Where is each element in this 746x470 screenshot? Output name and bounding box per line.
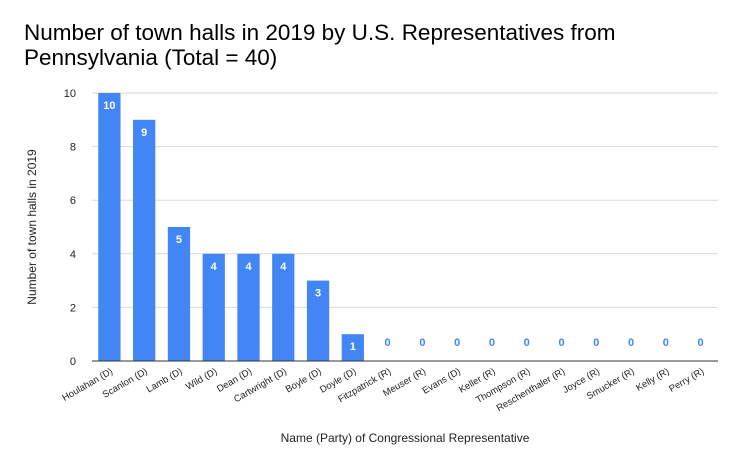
data-label: 0 bbox=[385, 337, 391, 349]
data-label: 0 bbox=[663, 337, 669, 349]
bar bbox=[306, 280, 330, 361]
data-label: 0 bbox=[593, 337, 599, 349]
y-tick-label: 4 bbox=[70, 249, 76, 261]
data-label: 0 bbox=[489, 337, 495, 349]
x-tick-label: Perry (R) bbox=[667, 366, 706, 395]
x-tick-label: Boyle (D) bbox=[284, 366, 324, 395]
bar bbox=[341, 334, 364, 361]
data-label: 4 bbox=[245, 261, 252, 273]
y-tick-label: 8 bbox=[70, 142, 76, 154]
data-label: 0 bbox=[524, 337, 530, 349]
y-tick-label: 2 bbox=[70, 302, 76, 314]
bar bbox=[98, 93, 121, 361]
data-label: 0 bbox=[698, 337, 704, 349]
chart-title: Number of town halls in 2019 by U.S. Rep… bbox=[24, 20, 616, 70]
x-axis-title: Name (Party) of Congressional Representa… bbox=[281, 431, 530, 445]
x-tick-label: Lamb (D) bbox=[145, 366, 185, 395]
x-axis-ticks: Houlahan (D)Scanlon (D)Lamb (D) Wild (D)D… bbox=[60, 366, 706, 414]
bars bbox=[98, 93, 364, 361]
gridlines bbox=[92, 92, 718, 308]
data-label: 4 bbox=[211, 261, 218, 273]
bar bbox=[237, 253, 260, 361]
bar bbox=[133, 119, 156, 361]
x-tick-label: Evans (D) bbox=[421, 366, 463, 397]
data-label: 4 bbox=[280, 261, 287, 273]
y-axis-title: Number of town halls in 2019 bbox=[25, 149, 39, 305]
x-tick-label: Wild (D) bbox=[184, 366, 219, 393]
data-label: 9 bbox=[141, 127, 147, 139]
data-label: 1 bbox=[350, 341, 356, 353]
y-tick-label: 10 bbox=[64, 88, 76, 100]
bar bbox=[167, 227, 191, 361]
x-tick-label: Kelly (R) bbox=[634, 366, 671, 394]
y-tick-label: 0 bbox=[70, 356, 76, 368]
data-label: 0 bbox=[558, 337, 564, 349]
data-label: 5 bbox=[176, 234, 182, 246]
data-label: 3 bbox=[315, 288, 321, 300]
data-label: 0 bbox=[419, 337, 425, 349]
bar bbox=[202, 253, 225, 361]
data-label: 10 bbox=[103, 100, 115, 112]
data-label: 0 bbox=[628, 337, 634, 349]
bar bbox=[272, 253, 295, 361]
data-label: 0 bbox=[454, 337, 460, 349]
y-tick-label: 6 bbox=[70, 195, 76, 207]
y-axis-ticks: 0 2 4 6 8 10 bbox=[64, 88, 76, 368]
